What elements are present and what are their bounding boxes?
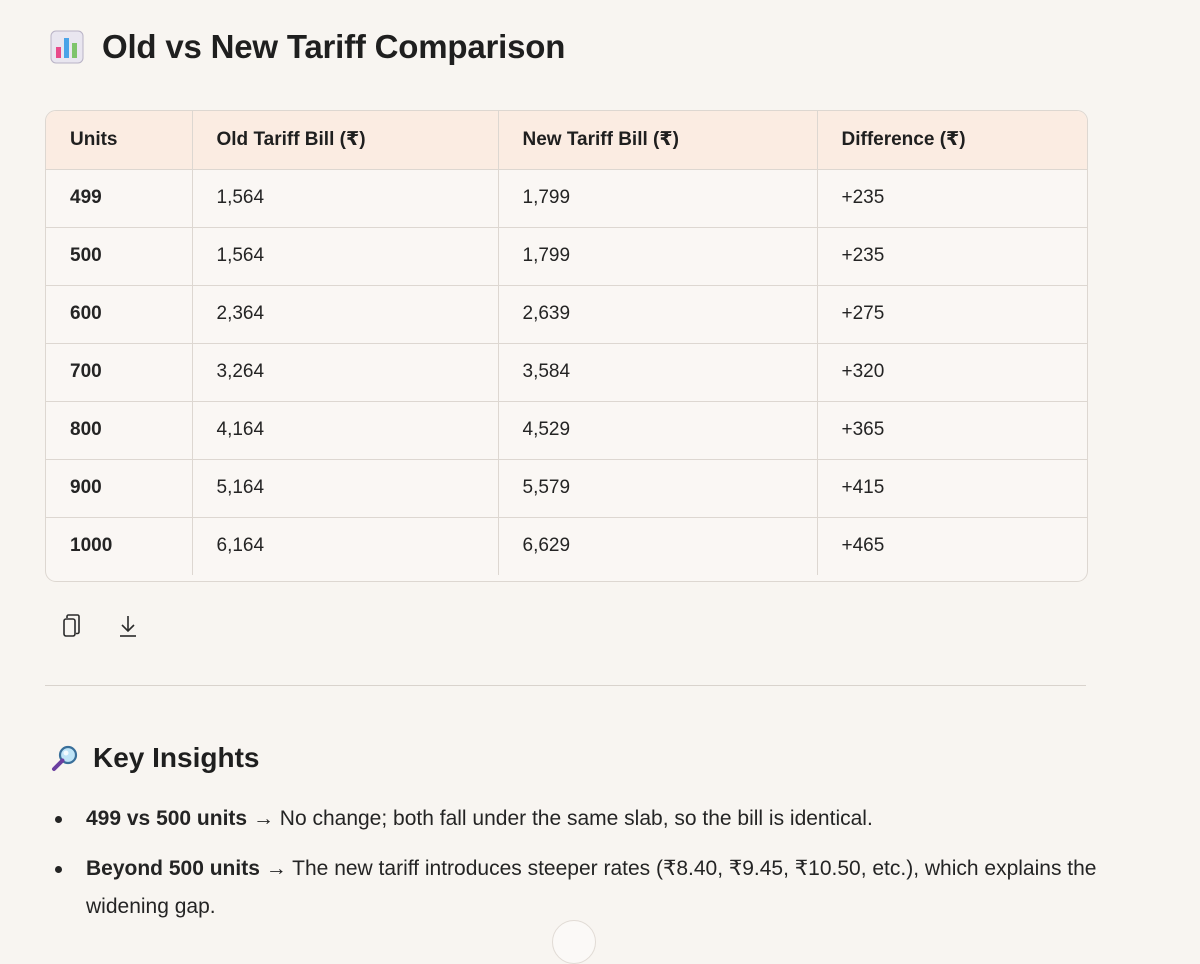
cell-units: 900 <box>46 459 193 518</box>
cell-difference: +235 <box>817 227 1087 286</box>
table-row: 800 4,164 4,529 +365 <box>46 401 1087 460</box>
cell-new-bill: 1,799 <box>498 227 818 286</box>
insight-label: 499 vs 500 units <box>86 807 248 830</box>
insight-label: Beyond 500 units <box>86 857 260 880</box>
chat-response: Old vs New Tariff Comparison Units Old T… <box>45 24 1096 964</box>
cell-old-bill: 6,164 <box>192 517 499 575</box>
cell-old-bill: 1,564 <box>192 227 499 286</box>
insight-text: → The new tariff introduces steeper rate… <box>86 857 1097 918</box>
tariff-table: Units Old Tariff Bill (₹) New Tariff Bil… <box>45 110 1088 582</box>
download-table-button[interactable] <box>116 612 140 640</box>
copy-icon <box>63 614 80 637</box>
cell-old-bill: 2,364 <box>192 285 499 344</box>
column-header-difference: Difference (₹) <box>817 111 1087 170</box>
table-actions <box>60 612 140 640</box>
bar-chart-icon <box>50 30 84 64</box>
cell-new-bill: 4,529 <box>498 401 818 460</box>
download-icon <box>120 616 136 637</box>
cell-units: 499 <box>46 169 193 228</box>
insight-text: → No change; both fall under the same sl… <box>247 807 873 830</box>
cell-old-bill: 1,564 <box>192 169 499 228</box>
table-header-row: Units Old Tariff Bill (₹) New Tariff Bil… <box>46 111 1087 170</box>
magnifying-glass-icon <box>52 745 78 771</box>
insights-heading: Key Insights <box>50 738 259 778</box>
insights-list: 499 vs 500 units → No change; both fall … <box>50 800 1110 938</box>
section-divider <box>45 685 1086 686</box>
cell-old-bill: 3,264 <box>192 343 499 402</box>
cell-units: 1000 <box>46 517 193 575</box>
cell-difference: +235 <box>817 169 1087 228</box>
cell-difference: +275 <box>817 285 1087 344</box>
insights-title: Key Insights <box>93 742 260 773</box>
column-header-units: Units <box>46 111 193 170</box>
list-item: 499 vs 500 units → No change; both fall … <box>50 800 1110 838</box>
list-item: Beyond 500 units → The new tariff introd… <box>50 850 1110 926</box>
cell-difference: +365 <box>817 401 1087 460</box>
table-row: 600 2,364 2,639 +275 <box>46 285 1087 344</box>
table-row: 900 5,164 5,579 +415 <box>46 459 1087 518</box>
column-header-new-tariff: New Tariff Bill (₹) <box>498 111 818 170</box>
cell-old-bill: 5,164 <box>192 459 499 518</box>
cell-new-bill: 3,584 <box>498 343 818 402</box>
cell-difference: +320 <box>817 343 1087 402</box>
section-heading: Old vs New Tariff Comparison <box>50 24 565 70</box>
table-row: 500 1,564 1,799 +235 <box>46 227 1087 286</box>
cell-new-bill: 2,639 <box>498 285 818 344</box>
cell-new-bill: 1,799 <box>498 169 818 228</box>
table-row: 499 1,564 1,799 +235 <box>46 169 1087 228</box>
table-row: 1000 6,164 6,629 +465 <box>46 517 1087 575</box>
cell-new-bill: 5,579 <box>498 459 818 518</box>
cell-units: 700 <box>46 343 193 402</box>
cell-difference: +465 <box>841 535 885 557</box>
cell-units: 800 <box>46 401 193 460</box>
section-title: Old vs New Tariff Comparison <box>102 28 566 65</box>
cell-units: 500 <box>46 227 193 286</box>
cell-new-bill: 6,629 <box>498 517 818 575</box>
table-row: 700 3,264 3,584 +320 <box>46 343 1087 402</box>
column-header-old-tariff: Old Tariff Bill (₹) <box>192 111 499 170</box>
copy-table-button[interactable] <box>60 612 84 640</box>
cell-units: 600 <box>46 285 193 344</box>
cell-difference: +415 <box>817 459 1087 518</box>
cell-old-bill: 4,164 <box>192 401 499 460</box>
scroll-to-bottom-button[interactable] <box>552 920 596 964</box>
